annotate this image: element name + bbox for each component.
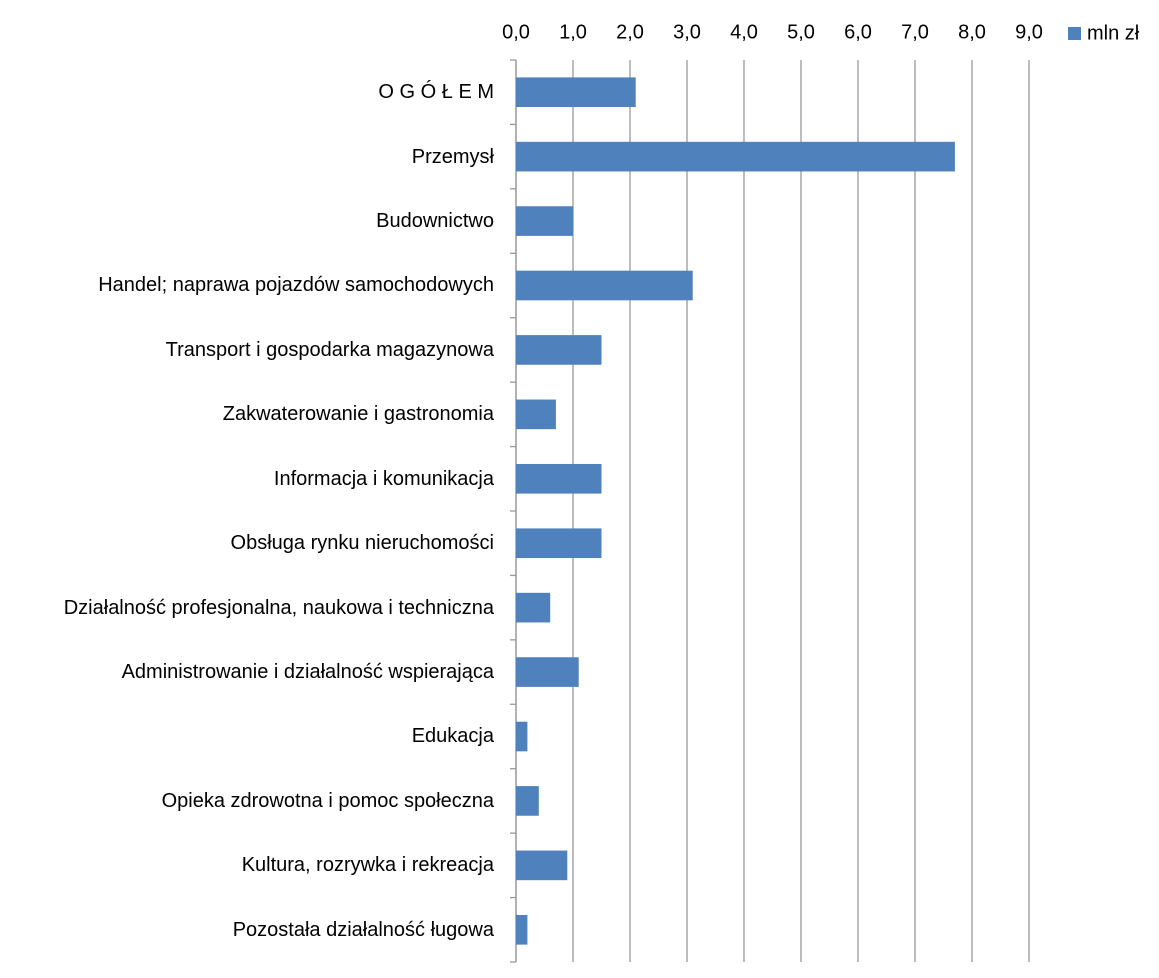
x-tick-label: 6,0 bbox=[844, 21, 872, 43]
bar bbox=[516, 399, 556, 430]
bar bbox=[516, 721, 528, 752]
bar bbox=[516, 592, 551, 623]
x-tick-label: 2,0 bbox=[616, 21, 644, 43]
x-tick-label: 4,0 bbox=[730, 21, 758, 43]
bar bbox=[516, 141, 955, 172]
y-tick-label: Budownictwo bbox=[376, 210, 494, 233]
legend-label: mln zł bbox=[1087, 22, 1140, 44]
x-tick-label: 9,0 bbox=[1015, 21, 1043, 43]
y-tick-label: Transport i gospodarka magazynowa bbox=[165, 338, 494, 361]
x-tick-label: 1,0 bbox=[559, 21, 587, 43]
y-tick-label: Kultura, rozrywka i rekreacja bbox=[241, 854, 494, 877]
y-tick-label: Informacja i komunikacja bbox=[273, 467, 494, 490]
bar bbox=[516, 786, 539, 816]
bar bbox=[516, 914, 528, 945]
bar bbox=[516, 335, 602, 365]
y-tick-label: Opieka zdrowotna i pomoc społeczna bbox=[161, 789, 494, 812]
y-tick-label: Pozostała działalność ługowa bbox=[232, 918, 494, 941]
y-tick-label: Przemysł bbox=[411, 145, 494, 168]
y-tick-label: Działalność profesjonalna, naukowa i tec… bbox=[63, 596, 494, 619]
legend-swatch bbox=[1068, 27, 1081, 40]
y-tick-label: Zakwaterowanie i gastronomia bbox=[222, 403, 494, 426]
bar bbox=[516, 270, 693, 301]
bar bbox=[516, 77, 636, 108]
x-tick-label: 5,0 bbox=[787, 21, 815, 43]
bar bbox=[516, 206, 573, 236]
x-tick-label: 8,0 bbox=[958, 21, 986, 43]
bar bbox=[516, 463, 602, 494]
bar bbox=[516, 657, 579, 687]
bar bbox=[516, 528, 602, 559]
x-tick-label: 3,0 bbox=[673, 21, 701, 43]
x-tick-label: 7,0 bbox=[901, 21, 929, 43]
y-tick-label: Edukacja bbox=[411, 725, 494, 748]
y-tick-label: Obsługa rynku nieruchomości bbox=[230, 532, 494, 555]
bar bbox=[516, 850, 568, 881]
y-tick-label: Administrowanie i działalność wspierając… bbox=[121, 661, 494, 684]
y-tick-label: Handel; naprawa pojazdów samochodowych bbox=[98, 274, 494, 297]
y-tick-label: O G Ó Ł E M bbox=[378, 81, 494, 104]
x-tick-label: 0,0 bbox=[502, 21, 530, 43]
